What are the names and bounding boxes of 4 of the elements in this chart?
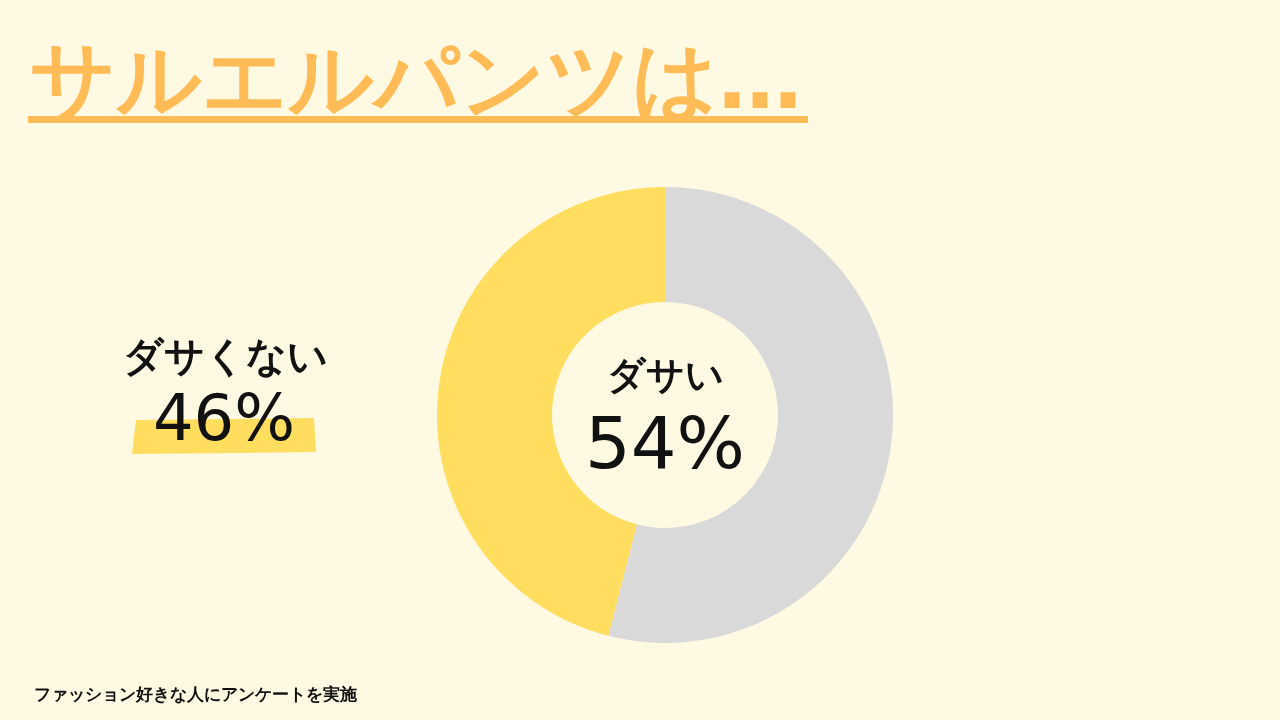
text: ファッション好きな人にアンケートを実施 — [34, 684, 358, 704]
slice-label: ダサくない — [122, 333, 328, 379]
data-label: 54% — [584, 401, 746, 485]
slice-label: ダサい — [606, 353, 724, 397]
